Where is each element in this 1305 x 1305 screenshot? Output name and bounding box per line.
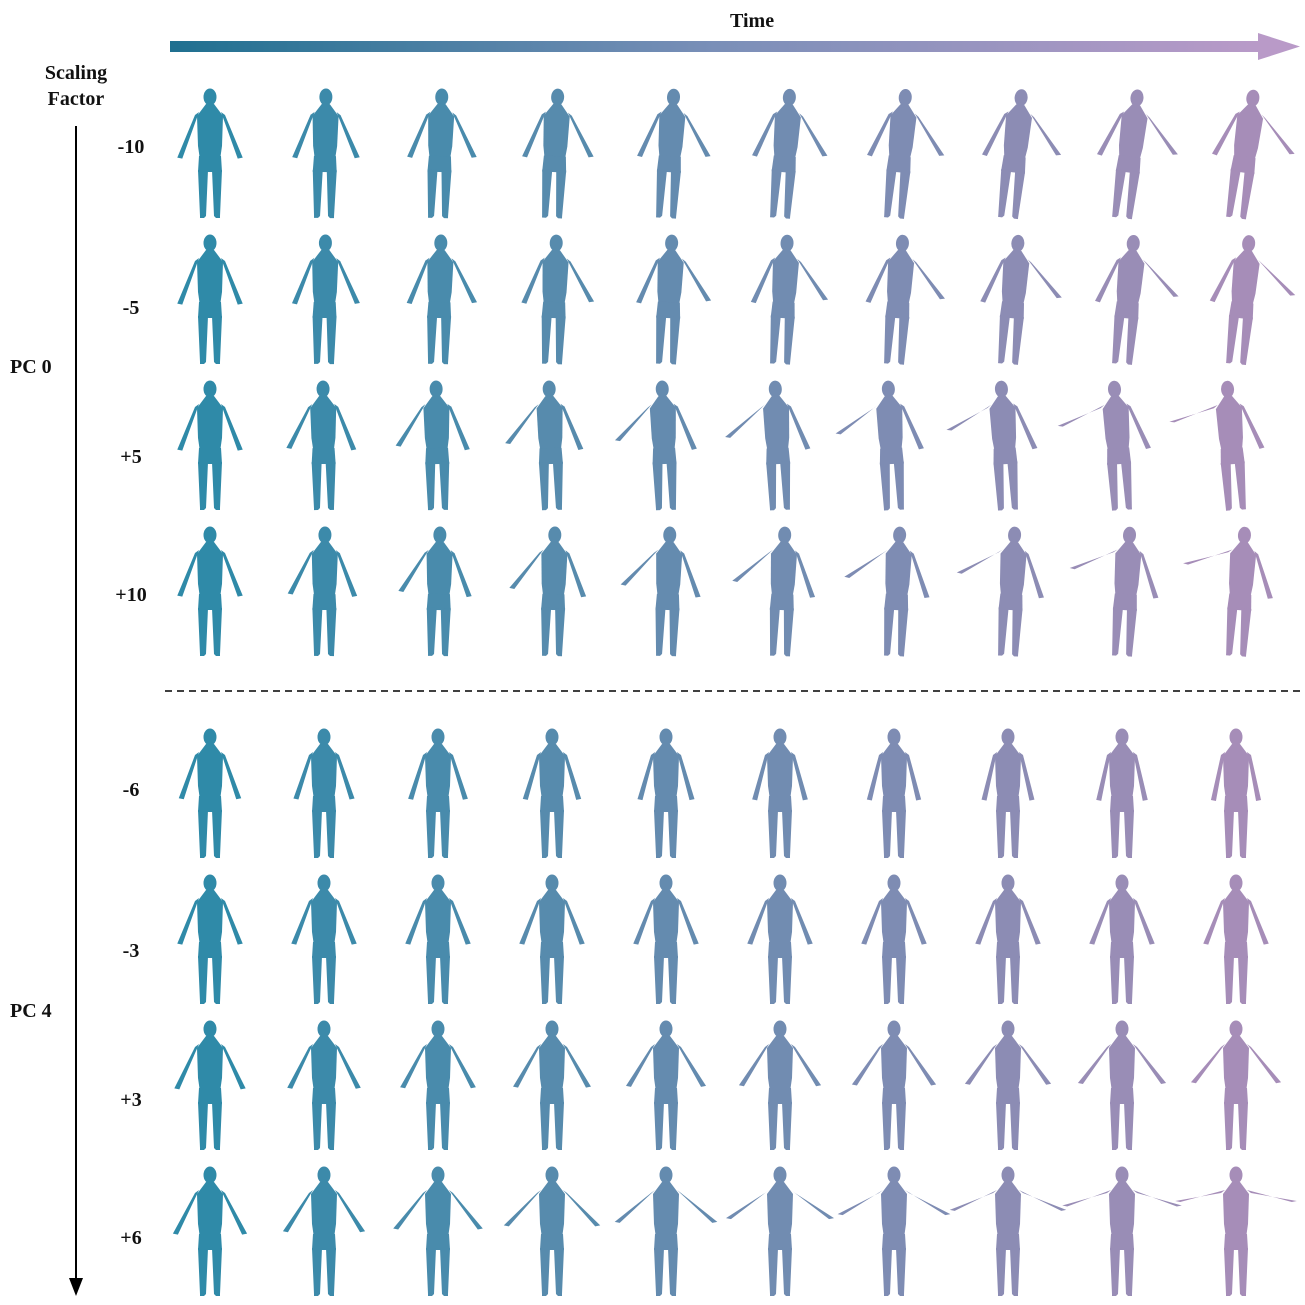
scaling-label-line1: Scaling: [44, 62, 108, 84]
body-figure: [949, 1166, 1067, 1296]
scaling-factor-label: Scaling Factor: [30, 60, 122, 112]
body-figure: [1183, 526, 1273, 657]
body-figure: [752, 728, 808, 858]
body-figure: [1096, 89, 1178, 220]
body-figure: [406, 234, 478, 365]
body-figure: [946, 380, 1038, 511]
body-figure: [519, 874, 585, 1004]
body-figure: [177, 874, 243, 1004]
body-figure: [178, 728, 242, 858]
body-figure: [395, 380, 470, 511]
body-figure: [625, 1020, 707, 1150]
body-figure: [1169, 380, 1265, 511]
body-figure: [980, 234, 1062, 365]
body-figure: [1062, 1166, 1182, 1296]
body-figure: [505, 380, 584, 511]
body-figure: [522, 728, 582, 858]
body-figure: [521, 234, 595, 365]
body-figure: [866, 728, 922, 858]
body-figure: [172, 1166, 248, 1296]
scaling-axis-arrow: [69, 126, 83, 1296]
body-figure: [956, 526, 1044, 657]
body-figure: [867, 89, 945, 219]
body-figure: [408, 728, 468, 858]
body-figure: [637, 728, 695, 858]
row-label: +5: [120, 446, 142, 468]
body-figure: [513, 1020, 591, 1150]
row-label: -10: [117, 136, 145, 158]
body-figure: [177, 380, 243, 510]
body-figure: [292, 88, 360, 219]
scaling-label-line2: Factor: [47, 88, 105, 110]
body-figure: [509, 526, 587, 657]
pc4-group-label: PC 4: [10, 1000, 52, 1022]
body-figure: [835, 380, 924, 511]
pc0-group-label: PC 0: [10, 356, 52, 378]
body-figure: [398, 526, 472, 657]
body-figure: [177, 526, 243, 656]
body-figure: [747, 874, 813, 1004]
body-figure: [851, 1020, 937, 1150]
body-figure: [291, 874, 357, 1004]
body-figure: [286, 380, 357, 511]
row-label: +3: [120, 1089, 142, 1111]
body-figure: [1175, 1166, 1297, 1296]
body-figure: [1069, 526, 1159, 657]
body-figure: [282, 1166, 366, 1296]
body-figure: [732, 526, 816, 657]
body-figure: [725, 1166, 835, 1296]
body-figure: [636, 234, 712, 365]
body-figure: [1057, 380, 1151, 511]
body-figure: [393, 1166, 483, 1296]
body-figure: [177, 234, 243, 364]
body-figure: [405, 874, 471, 1004]
body-figure: [291, 234, 360, 365]
body-figure: [725, 380, 811, 511]
body-figure: [177, 88, 243, 218]
body-figure: [522, 88, 594, 219]
body-figure: [633, 874, 699, 1004]
body-figure: [293, 728, 355, 858]
body-figure: [1190, 1020, 1282, 1150]
body-figure: [1209, 235, 1296, 366]
body-figure: [503, 1166, 601, 1296]
body-figure: [174, 1020, 246, 1150]
body-figure: [861, 874, 927, 1004]
body-figure: [1210, 728, 1262, 858]
row-label: -6: [122, 779, 140, 801]
body-figure: [287, 1020, 361, 1150]
body-figure: [287, 526, 358, 657]
body-figure: [844, 526, 930, 657]
body-figure: [975, 874, 1041, 1004]
body-figure: [981, 728, 1035, 858]
body-figure: [1095, 235, 1179, 365]
body-figure: [1077, 1020, 1167, 1150]
body-figure: [614, 1166, 718, 1296]
body-figure: [620, 526, 701, 657]
body-figure: [982, 89, 1062, 220]
time-label: Time: [730, 10, 775, 32]
body-figure: [1211, 89, 1295, 220]
body-figure: [837, 1166, 951, 1296]
time-arrow: [170, 33, 1300, 60]
row-label: -3: [122, 940, 140, 962]
body-figure: [865, 234, 945, 365]
body-figure: [400, 1020, 476, 1150]
body-figure: [614, 380, 697, 511]
row-label: +10: [115, 584, 147, 606]
body-figure: [1203, 874, 1269, 1004]
body-figure: [407, 88, 477, 219]
body-figure: [752, 88, 828, 219]
body-figure: [964, 1020, 1052, 1150]
row-label: -5: [122, 297, 140, 319]
body-figure: [1096, 728, 1148, 858]
row-label: +6: [120, 1227, 142, 1249]
body-figure: [1089, 874, 1155, 1004]
body-figure: [637, 88, 711, 219]
body-figure: [738, 1020, 822, 1150]
body-figure: [750, 234, 829, 365]
